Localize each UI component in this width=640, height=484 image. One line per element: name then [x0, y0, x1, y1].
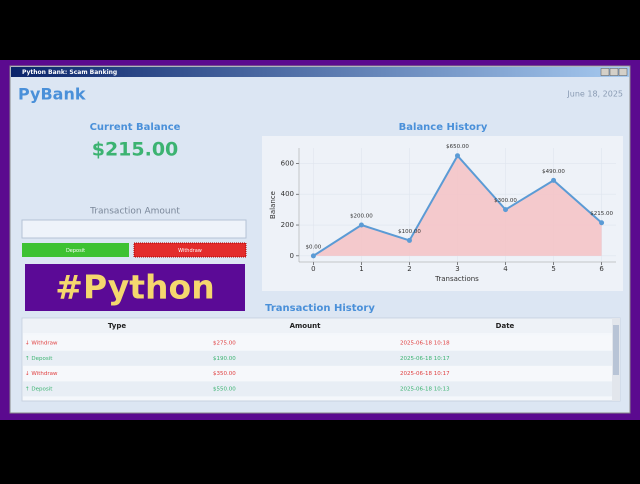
data-label: $300.00	[494, 198, 517, 204]
table-cell: 2025-06-18 10:17	[400, 371, 450, 377]
table-cell: $275.00	[213, 341, 236, 347]
x-tick-label: 5	[551, 265, 555, 273]
app-name: PyBank	[18, 85, 86, 104]
point	[551, 177, 557, 183]
x-tick-label: 1	[359, 265, 363, 273]
data-label: $100.00	[398, 229, 421, 235]
balance-label: Current Balance	[90, 122, 181, 133]
deposit-label: Deposit	[66, 248, 85, 254]
table-header	[23, 319, 612, 333]
point	[310, 253, 316, 259]
title-bar	[11, 67, 629, 77]
table-row	[23, 381, 612, 397]
table-cell: ↓ Withdraw	[25, 340, 58, 347]
deposit-button[interactable]	[22, 243, 129, 257]
x-tick-label: 2	[407, 265, 411, 273]
point	[503, 207, 509, 213]
x-tick-label: 0	[311, 265, 315, 273]
data-label: $0.00	[306, 244, 322, 250]
point	[358, 222, 364, 228]
x-tick-label: 6	[599, 265, 604, 273]
amount-input[interactable]	[21, 219, 247, 239]
amount-label: Transaction Amount	[89, 207, 180, 217]
data-label: $490.00	[542, 169, 565, 175]
column-header: Type	[108, 322, 127, 330]
table-cell: ↑ Deposit	[25, 355, 53, 362]
table-row	[23, 366, 612, 382]
table-cell: $190.00	[213, 356, 236, 362]
y-tick-label: 400	[281, 190, 294, 198]
data-label: $215.00	[590, 211, 613, 217]
minimize-button[interactable]	[600, 68, 610, 76]
x-tick-label: 4	[503, 265, 508, 273]
maximize-button[interactable]	[609, 68, 619, 76]
y-tick-label: 200	[281, 221, 294, 229]
column-header: Amount	[290, 322, 321, 330]
table-cell: ↑ Deposit	[25, 385, 53, 392]
withdraw-label: Withdraw	[178, 248, 202, 254]
table-row	[23, 335, 612, 351]
banner	[25, 264, 245, 311]
point	[406, 237, 412, 243]
date: June 18, 2025	[566, 90, 623, 99]
x-axis-label: Transactions	[434, 275, 479, 283]
table-title: Transaction History	[265, 303, 375, 314]
table-cell: 2025-06-18 10:13	[400, 386, 450, 392]
withdraw-button[interactable]	[133, 242, 247, 258]
close-button[interactable]	[618, 68, 628, 76]
window-title: Python Bank: Scam Banking	[22, 69, 117, 76]
column-header: Date	[496, 322, 515, 330]
area	[313, 155, 602, 256]
table-cell: $550.00	[213, 386, 236, 392]
data-label: $200.00	[350, 214, 373, 220]
table-cell: 2025-06-18 10:18	[400, 341, 450, 347]
data-label: $650.00	[446, 144, 469, 150]
point	[455, 153, 460, 159]
y-tick-label: 600	[281, 159, 294, 167]
scroll-thumb[interactable]	[613, 325, 619, 375]
table-cell: ↓ Withdraw	[25, 370, 58, 377]
balance-amount: $215.00	[92, 139, 179, 161]
banner-text: #Python	[55, 268, 214, 307]
table-cell: 2025-06-18 10:17	[400, 356, 450, 362]
chart-title: Balance History	[399, 122, 488, 133]
table-cell: $350.00	[213, 371, 236, 377]
x-tick-label: 3	[455, 265, 459, 273]
y-tick-label: 0	[290, 252, 294, 260]
y-axis-label: Balance	[269, 191, 277, 219]
point	[599, 220, 605, 226]
table-row	[23, 350, 612, 366]
